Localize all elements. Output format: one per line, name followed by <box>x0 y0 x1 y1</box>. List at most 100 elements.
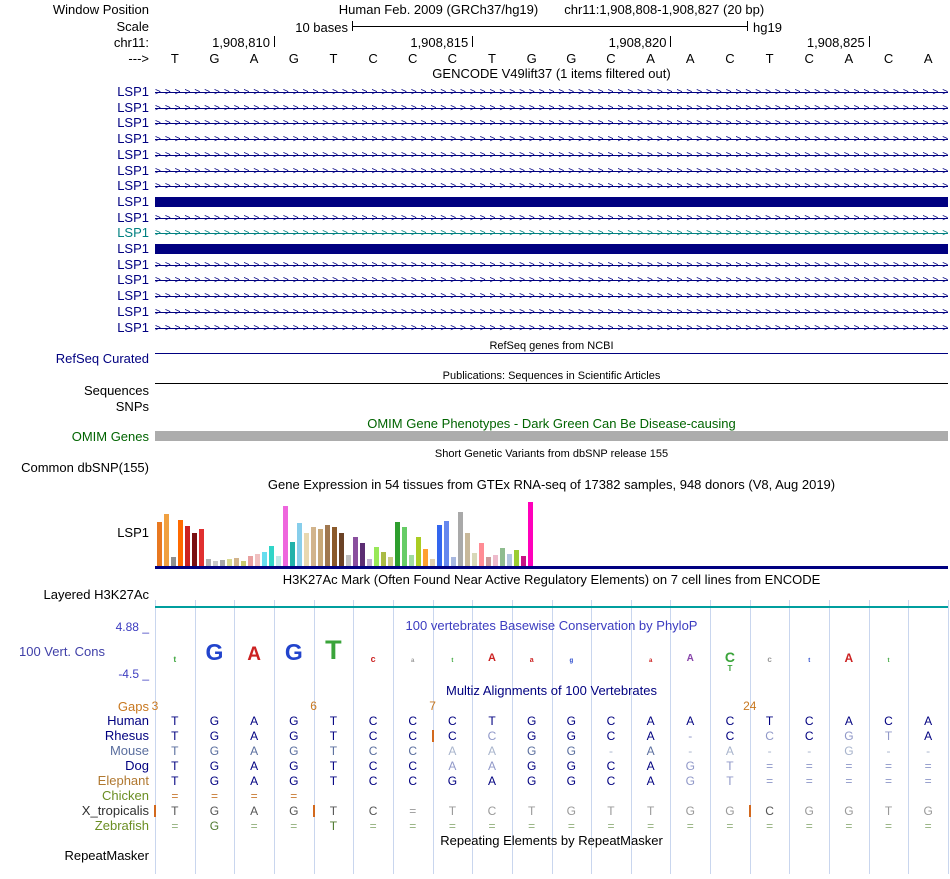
gtex-expression-bar[interactable] <box>465 533 470 566</box>
gtex-expression-bar[interactable] <box>514 550 519 566</box>
gencode-transcript-label[interactable]: LSP1 <box>117 194 149 209</box>
gencode-transcript-arrows[interactable]: >>>>>>>>>>>>>>>>>>>>>>>>>>>>>>>>>>>>>>>>… <box>155 213 948 224</box>
publications-track-title[interactable]: Publications: Sequences in Scientific Ar… <box>442 370 661 382</box>
gencode-transcript-arrows[interactable]: >>>>>>>>>>>>>>>>>>>>>>>>>>>>>>>>>>>>>>>>… <box>155 323 948 334</box>
gencode-transcript-arrows[interactable]: >>>>>>>>>>>>>>>>>>>>>>>>>>>>>>>>>>>>>>>>… <box>155 103 948 114</box>
gencode-transcript-label[interactable]: LSP1 <box>117 320 149 335</box>
gtex-expression-bar[interactable] <box>360 543 365 566</box>
gencode-transcript-arrows[interactable]: >>>>>>>>>>>>>>>>>>>>>>>>>>>>>>>>>>>>>>>>… <box>155 228 948 239</box>
gtex-expression-bar[interactable] <box>185 526 190 566</box>
gencode-transcript-label[interactable]: LSP1 <box>117 115 149 130</box>
gtex-expression-bar[interactable] <box>304 533 309 566</box>
gencode-transcript-label[interactable]: LSP1 <box>117 272 149 287</box>
refseq-track-line[interactable] <box>155 353 948 354</box>
gtex-expression-bar[interactable] <box>227 559 232 566</box>
gtex-expression-bar[interactable] <box>192 533 197 566</box>
gtex-expression-bar[interactable] <box>472 553 477 566</box>
gtex-expression-bar[interactable] <box>164 514 169 566</box>
gtex-expression-bar[interactable] <box>234 558 239 566</box>
snps-label[interactable]: SNPs <box>115 399 149 414</box>
gtex-expression-bar[interactable] <box>486 557 491 566</box>
omim-genes-label[interactable]: OMIM Genes <box>71 429 149 444</box>
sequences-track-line[interactable] <box>155 383 948 384</box>
gtex-expression-bar[interactable] <box>521 556 526 566</box>
gencode-transcript-label[interactable]: LSP1 <box>117 100 149 115</box>
gencode-transcript-label[interactable]: LSP1 <box>117 147 149 162</box>
conservation-track-label[interactable]: 100 Vert. Cons <box>19 644 105 659</box>
species-label[interactable]: Elephant <box>97 773 149 788</box>
gtex-expression-bar[interactable] <box>248 556 253 566</box>
sequences-label[interactable]: Sequences <box>83 383 149 398</box>
gtex-expression-bar[interactable] <box>423 549 428 566</box>
gencode-transcript-arrows[interactable]: >>>>>>>>>>>>>>>>>>>>>>>>>>>>>>>>>>>>>>>>… <box>155 307 948 318</box>
species-label[interactable]: Mouse <box>109 743 149 758</box>
gtex-expression-bar[interactable] <box>255 554 260 566</box>
gencode-transcript-arrows[interactable]: >>>>>>>>>>>>>>>>>>>>>>>>>>>>>>>>>>>>>>>>… <box>155 275 948 286</box>
gtex-expression-bar[interactable] <box>528 502 533 566</box>
gtex-expression-bar[interactable] <box>220 560 225 566</box>
gencode-transcript-exon[interactable] <box>155 197 948 207</box>
gtex-expression-bar[interactable] <box>318 529 323 566</box>
gtex-expression-bar[interactable] <box>409 555 414 566</box>
gtex-expression-bar[interactable] <box>269 546 274 566</box>
gencode-transcript-arrows[interactable]: >>>>>>>>>>>>>>>>>>>>>>>>>>>>>>>>>>>>>>>>… <box>155 166 948 177</box>
gtex-expression-bar[interactable] <box>171 557 176 566</box>
gtex-expression-bar[interactable] <box>283 506 288 566</box>
gencode-transcript-arrows[interactable]: >>>>>>>>>>>>>>>>>>>>>>>>>>>>>>>>>>>>>>>>… <box>155 260 948 271</box>
species-label[interactable]: Dog <box>125 758 149 773</box>
gencode-transcript-label[interactable]: LSP1 <box>117 210 149 225</box>
species-label[interactable]: Chicken <box>102 788 149 803</box>
gencode-transcript-exon[interactable] <box>155 244 948 254</box>
gtex-expression-bar[interactable] <box>374 547 379 566</box>
gtex-expression-bar[interactable] <box>381 552 386 566</box>
repeatmasker-track-title[interactable]: Repeating Elements by RepeatMasker <box>440 833 663 848</box>
gtex-expression-bar[interactable] <box>367 559 372 566</box>
gtex-expression-bar[interactable] <box>444 521 449 566</box>
gencode-transcript-label[interactable]: LSP1 <box>117 225 149 240</box>
gtex-expression-bar[interactable] <box>297 523 302 566</box>
gtex-expression-bar[interactable] <box>451 557 456 566</box>
gencode-transcript-arrows[interactable]: >>>>>>>>>>>>>>>>>>>>>>>>>>>>>>>>>>>>>>>>… <box>155 87 948 98</box>
species-label[interactable]: Human <box>107 713 149 728</box>
h3k27ac-label[interactable]: Layered H3K27Ac <box>43 587 149 602</box>
gtex-expression-bar[interactable] <box>178 520 183 566</box>
gtex-expression-bar[interactable] <box>353 537 358 566</box>
gencode-transcript-label[interactable]: LSP1 <box>117 178 149 193</box>
gtex-track-title[interactable]: Gene Expression in 54 tissues from GTEx … <box>267 477 836 492</box>
gtex-expression-bar[interactable] <box>332 527 337 566</box>
gencode-transcript-label[interactable]: LSP1 <box>117 304 149 319</box>
gencode-transcript-arrows[interactable]: >>>>>>>>>>>>>>>>>>>>>>>>>>>>>>>>>>>>>>>>… <box>155 291 948 302</box>
gencode-transcript-label[interactable]: LSP1 <box>117 84 149 99</box>
refseq-track-title[interactable]: RefSeq genes from NCBI <box>489 340 614 352</box>
gtex-expression-bar[interactable] <box>388 557 393 566</box>
omim-genes-bar[interactable] <box>155 431 948 441</box>
gencode-transcript-label[interactable]: LSP1 <box>117 163 149 178</box>
gtex-expression-bar[interactable] <box>416 537 421 566</box>
dbsnp-label[interactable]: Common dbSNP(155) <box>21 460 149 475</box>
refseq-curated-label[interactable]: RefSeq Curated <box>55 351 149 366</box>
species-label[interactable]: Zebrafish <box>94 818 149 833</box>
gtex-expression-bar[interactable] <box>402 527 407 566</box>
gtex-expression-bar[interactable] <box>430 559 435 566</box>
gtex-expression-bar[interactable] <box>199 529 204 566</box>
gencode-transcript-label[interactable]: LSP1 <box>117 241 149 256</box>
gencode-transcript-label[interactable]: LSP1 <box>117 288 149 303</box>
gencode-transcript-label[interactable]: LSP1 <box>117 131 149 146</box>
gtex-expression-bar[interactable] <box>311 527 316 566</box>
gtex-expression-bar[interactable] <box>213 561 218 566</box>
gencode-transcript-arrows[interactable]: >>>>>>>>>>>>>>>>>>>>>>>>>>>>>>>>>>>>>>>>… <box>155 118 948 129</box>
gtex-expression-bar[interactable] <box>437 525 442 566</box>
gtex-expression-bar[interactable] <box>500 548 505 566</box>
gencode-track-title[interactable]: GENCODE V49lift37 (1 items filtered out) <box>432 66 671 81</box>
gtex-expression-bar[interactable] <box>507 554 512 566</box>
conservation-track-title[interactable]: 100 vertebrates Basewise Conservation by… <box>405 618 698 633</box>
gtex-expression-bar[interactable] <box>290 542 295 566</box>
gtex-expression-bar[interactable] <box>395 522 400 566</box>
gtex-expression-bar[interactable] <box>276 556 281 566</box>
gtex-expression-bar[interactable] <box>458 512 463 566</box>
dbsnp-track-title[interactable]: Short Genetic Variants from dbSNP releas… <box>434 448 669 460</box>
gtex-expression-bar[interactable] <box>157 522 162 566</box>
gtex-gene-label[interactable]: LSP1 <box>117 525 149 540</box>
multiz-track-title[interactable]: Multiz Alignments of 100 Vertebrates <box>445 683 657 698</box>
omim-track-title[interactable]: OMIM Gene Phenotypes - Dark Green Can Be… <box>367 416 736 431</box>
